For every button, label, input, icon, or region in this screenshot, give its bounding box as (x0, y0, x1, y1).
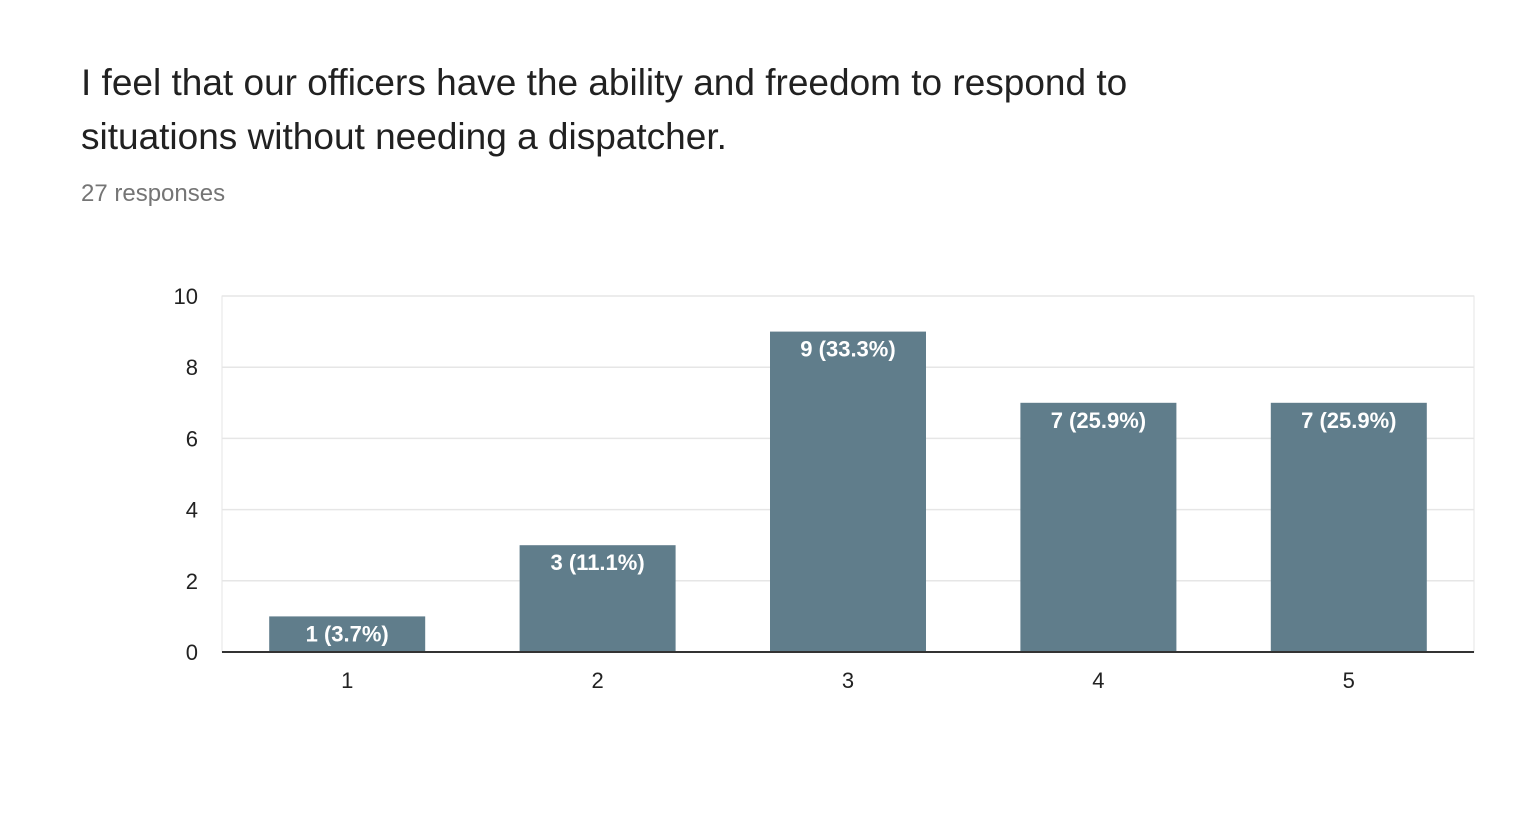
y-tick-label: 8 (186, 355, 198, 380)
y-axis-ticks: 0 2 4 6 8 10 (174, 284, 198, 665)
y-tick-label: 10 (174, 284, 198, 309)
y-tick-label: 4 (186, 498, 198, 523)
x-tick-label: 3 (842, 668, 854, 693)
y-tick-label: 2 (186, 569, 198, 594)
bar (519, 545, 676, 652)
bar-data-label: 7 (25.9%) (1301, 408, 1396, 433)
x-tick-label: 4 (1092, 668, 1104, 693)
bar (1270, 402, 1427, 652)
question-title: I feel that our officers have the abilit… (81, 62, 1128, 157)
bar-data-label: 7 (25.9%) (1051, 408, 1146, 433)
y-tick-label: 0 (186, 640, 198, 665)
bar (770, 331, 926, 652)
bar-data-label: 1 (3.7%) (306, 621, 389, 646)
bar-data-label: 3 (11.1%) (551, 550, 645, 575)
bar (269, 616, 426, 652)
bar-data-label: 9 (33.3%) (800, 337, 895, 362)
x-axis-ticks: 1 2 3 4 5 (222, 651, 1474, 693)
x-tick-label: 1 (341, 668, 353, 693)
bars: 1 (3.7%) 3 (11.1%) 9 (33.3%) 7 (25.9%) 7 (25… (269, 331, 1427, 652)
bar (1020, 402, 1177, 652)
x-tick-label: 5 (1343, 668, 1355, 693)
response-count: 27 responses (81, 180, 226, 207)
x-tick-label: 2 (591, 668, 603, 693)
y-tick-label: 6 (186, 426, 198, 451)
